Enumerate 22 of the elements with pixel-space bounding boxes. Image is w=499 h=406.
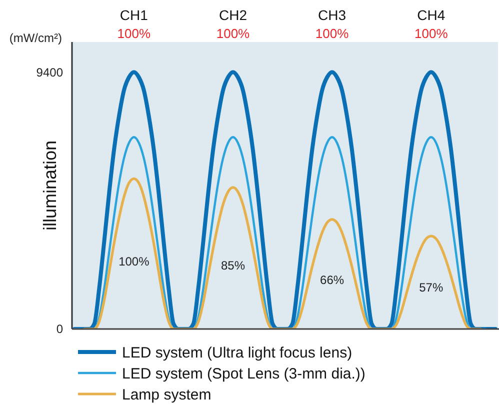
text: CH3 <box>318 7 346 23</box>
y-tick-label: 0 <box>56 322 64 336</box>
annotation: 57% <box>419 280 444 294</box>
legend-label: LED system (Ultra light focus lens) <box>122 344 352 362</box>
text: CH4 <box>417 7 446 23</box>
text: 100% <box>117 26 151 41</box>
legend-label: LED system (Spot Lens (3-mm dia.)) <box>122 365 366 382</box>
annotation: 100% <box>118 254 150 269</box>
text: CH1 <box>120 7 148 23</box>
text: (mW/cm²) <box>9 31 62 45</box>
annotation: 66% <box>320 272 344 287</box>
y-axis-title: illumination <box>40 140 60 231</box>
annotation: 85% <box>220 258 246 272</box>
line-series <box>83 177 482 329</box>
line-series <box>72 70 498 329</box>
text: 100% <box>414 26 448 41</box>
text: CH2 <box>218 7 248 23</box>
line-series <box>73 136 487 329</box>
legend-label: Lamp system <box>122 386 212 404</box>
y-tick-label: 9400 <box>36 65 64 80</box>
text: 100% <box>216 26 250 41</box>
text: 100% <box>315 26 350 41</box>
